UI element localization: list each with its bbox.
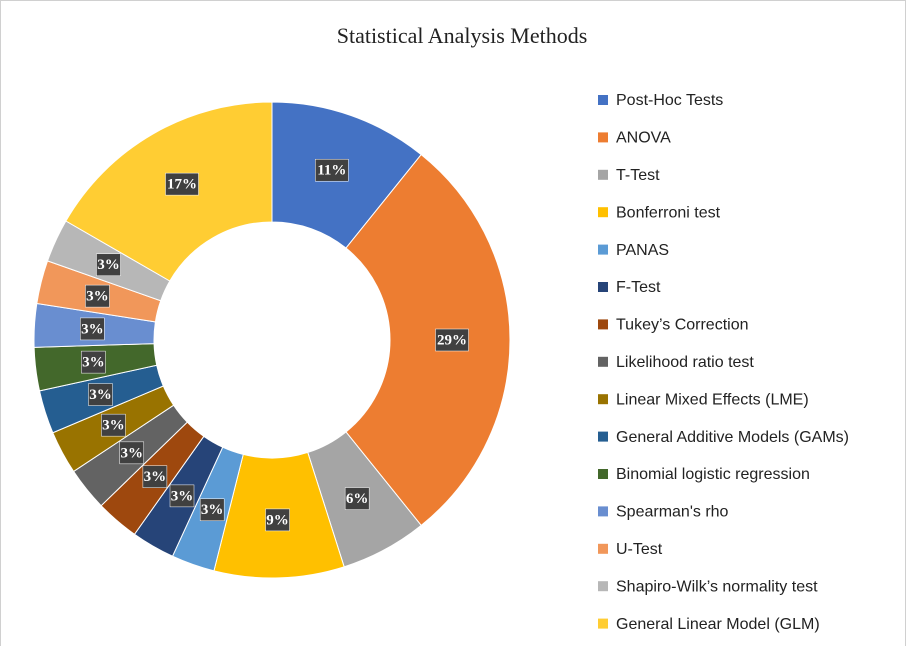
value-label: 3% — [144, 469, 167, 485]
legend-swatch — [598, 95, 608, 105]
value-label-box — [96, 253, 121, 277]
legend-swatch — [598, 618, 608, 629]
value-label: 17% — [167, 177, 197, 193]
legend-label: Linear Mixed Effects (LME) — [616, 391, 809, 408]
value-label-box — [165, 172, 199, 196]
value-label-box — [435, 328, 469, 352]
value-label: 3% — [102, 418, 125, 434]
value-label-box — [142, 465, 168, 488]
legend-label: Bonferroni test — [616, 204, 721, 221]
value-label: 3% — [89, 387, 112, 403]
value-label-box — [315, 158, 349, 182]
legend-swatch — [598, 207, 608, 218]
legend-label: F-Test — [616, 279, 661, 296]
legend-label: Tukey’s Correction — [616, 317, 749, 334]
value-label: 3% — [82, 355, 105, 371]
value-label-box — [85, 284, 110, 308]
chart-title: Statistical Analysis Methods — [337, 23, 588, 48]
value-label-box — [265, 508, 290, 532]
legend-swatch — [598, 132, 608, 143]
legend-label: Spearman's rho — [616, 504, 729, 521]
value-label: 9% — [266, 512, 289, 528]
legend-swatch — [598, 543, 608, 554]
legend-label: Shapiro-Wilk’s normality test — [616, 578, 818, 595]
legend-swatch — [598, 506, 608, 517]
legend-swatch — [598, 169, 608, 180]
value-label: 3% — [81, 321, 104, 337]
legend-label: U-Test — [616, 541, 663, 558]
value-label-box — [101, 413, 126, 437]
value-label: 3% — [86, 289, 109, 305]
value-label: 3% — [97, 257, 120, 273]
value-label: 3% — [121, 445, 144, 461]
legend-label: Likelihood ratio test — [616, 354, 754, 371]
legend-label: General Additive Models (GAMs) — [616, 429, 849, 446]
legend-label: T-Test — [616, 167, 660, 184]
legend-label: Binomial logistic regression — [616, 466, 810, 483]
legend-swatch — [598, 469, 608, 479]
value-label-box — [199, 498, 225, 522]
value-label-box — [88, 383, 113, 406]
legend-swatch — [598, 319, 608, 330]
legend-swatch — [598, 244, 608, 255]
value-label: 29% — [437, 332, 467, 348]
legend-swatch — [598, 282, 608, 292]
legend-swatch — [598, 581, 608, 592]
value-label-box — [119, 441, 145, 465]
value-label-box — [169, 484, 195, 508]
donut-slice — [345, 153, 511, 527]
legend-swatch — [598, 356, 608, 367]
legend-label: Post-Hoc Tests — [616, 92, 723, 109]
legend-label: PANAS — [616, 242, 669, 259]
value-label: 11% — [317, 163, 346, 179]
value-label: 3% — [201, 502, 224, 518]
legend-swatch — [598, 394, 608, 405]
legend-label: ANOVA — [616, 130, 671, 147]
legend-label: General Linear Model (GLM) — [616, 616, 820, 633]
value-label-box — [80, 317, 105, 341]
legend-swatch — [598, 431, 608, 442]
value-label: 3% — [171, 488, 194, 504]
value-label-box — [344, 487, 370, 510]
value-label: 6% — [346, 491, 369, 507]
value-label-box — [81, 350, 106, 374]
